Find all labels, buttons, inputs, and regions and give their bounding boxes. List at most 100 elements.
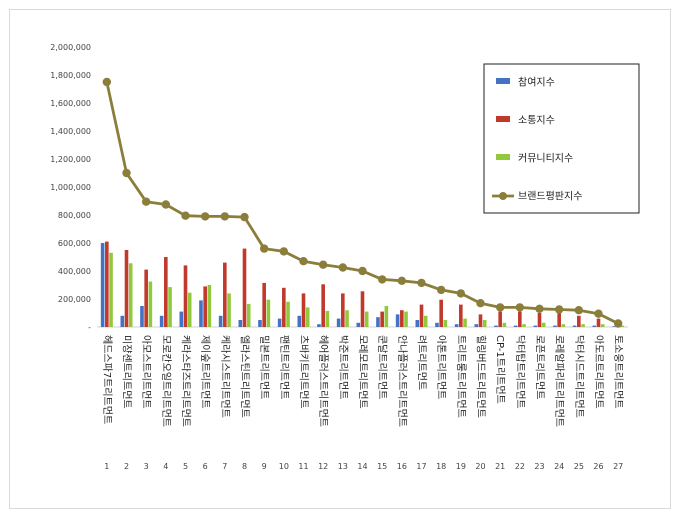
- bar: [258, 320, 262, 327]
- bar: [459, 304, 463, 327]
- bar: [380, 311, 384, 327]
- bar: [376, 317, 380, 327]
- line-point: [181, 211, 190, 220]
- bar: [286, 301, 290, 327]
- bar: [533, 325, 538, 327]
- category-label: 제이숲트리트먼트: [199, 335, 211, 409]
- bar: [148, 281, 153, 327]
- brand-reputation-line: [102, 77, 623, 328]
- bar: [502, 322, 507, 327]
- bar: [203, 286, 207, 327]
- bar: [341, 293, 345, 327]
- line-point: [515, 303, 525, 312]
- bar: [463, 318, 467, 327]
- category-rank: 23: [534, 462, 544, 471]
- y-tick-label: 600,000: [58, 239, 91, 248]
- category-label: 밀본트리트먼트: [258, 335, 270, 399]
- x-axis: 헤드스파7트리트먼트 1 미쟝센트리트먼트 2 아모스트리트먼트 3 모로칸오일트리트먼트 4…: [101, 335, 624, 471]
- bar: [128, 263, 133, 327]
- bar: [404, 311, 408, 327]
- category-rank: 1: [104, 462, 109, 471]
- bar: [592, 325, 597, 327]
- category-rank: 15: [377, 462, 387, 471]
- category-rank: 9: [262, 462, 267, 471]
- y-tick-label: 2,000,000: [50, 43, 91, 52]
- bar: [297, 315, 302, 327]
- category-label: 미쟝센트리트먼트: [121, 335, 133, 409]
- bar: [620, 325, 625, 327]
- bar: [187, 292, 192, 327]
- bar: [242, 248, 247, 327]
- y-tick-label: 200,000: [58, 295, 91, 304]
- category-label: 닥터시드트리트먼트: [573, 335, 585, 418]
- bar: [321, 284, 325, 327]
- bar: [282, 287, 286, 327]
- line-point: [397, 276, 407, 285]
- bar: [557, 313, 561, 327]
- category-rank: 24: [554, 462, 564, 471]
- line-point: [102, 77, 112, 87]
- category-rank: 17: [416, 462, 426, 471]
- y-tick-label: 1,800,000: [50, 71, 91, 80]
- category-rank: 6: [203, 462, 208, 471]
- bar: [305, 307, 310, 327]
- line-point: [299, 257, 308, 266]
- bar: [581, 324, 585, 327]
- category-label: 케라스타즈트리트먼트: [180, 335, 192, 427]
- category-rank: 20: [475, 462, 485, 471]
- bar: [336, 318, 341, 327]
- bar: [223, 262, 227, 327]
- category-rank: 26: [593, 462, 603, 471]
- bar: [124, 250, 129, 327]
- category-rank: 10: [279, 462, 289, 471]
- y-tick-label: 1,400,000: [50, 127, 91, 136]
- bar: [109, 252, 113, 327]
- bar: [474, 324, 479, 327]
- bar: [537, 313, 542, 327]
- line-point: [358, 266, 367, 276]
- y-tick-label: 1,200,000: [50, 155, 91, 164]
- line-point: [574, 306, 584, 315]
- line-point: [161, 200, 171, 209]
- category-rank: 22: [515, 462, 525, 471]
- bar: [423, 315, 428, 327]
- line-point: [476, 299, 485, 308]
- legend-swatch: [496, 78, 510, 84]
- category-label: 케라시스트리트먼트: [219, 335, 231, 418]
- bar: [612, 326, 616, 327]
- line-point: [535, 304, 544, 313]
- bar: [553, 325, 557, 327]
- line-point: [554, 305, 564, 314]
- bar: [600, 324, 605, 327]
- category-rank: 7: [222, 462, 227, 471]
- category-rank: 18: [436, 462, 446, 471]
- bar: [179, 311, 184, 327]
- category-label: 쿤달트리트먼트: [376, 335, 388, 399]
- bar: [325, 310, 330, 327]
- category-rank: 21: [495, 462, 505, 471]
- bar: [120, 315, 125, 327]
- bar: [498, 311, 502, 327]
- category-rank: 11: [298, 462, 308, 471]
- category-label: 닥터탑트리트먼트: [514, 335, 526, 409]
- category-label: 헤드스파7트리트먼트: [101, 335, 113, 424]
- bar: [238, 320, 243, 327]
- y-tick-label: 800,000: [58, 211, 91, 220]
- bar: [164, 257, 168, 327]
- bar: [494, 325, 498, 327]
- legend-box: [483, 63, 640, 214]
- legend-label: 브랜드평판지수: [518, 191, 582, 203]
- bars: [100, 241, 625, 327]
- legend-swatch: [496, 116, 510, 122]
- bar: [218, 315, 223, 327]
- category-rank: 4: [163, 462, 168, 471]
- bar: [443, 320, 448, 327]
- bar: [541, 322, 546, 327]
- bar: [266, 299, 271, 327]
- legend-label: 커뮤니티지수: [518, 153, 573, 165]
- legend-label: 참여지수: [518, 77, 555, 89]
- line-point: [613, 319, 623, 328]
- category-label: 토소웅트리트먼트: [612, 335, 624, 409]
- line-point: [338, 263, 348, 272]
- bar: [246, 303, 251, 327]
